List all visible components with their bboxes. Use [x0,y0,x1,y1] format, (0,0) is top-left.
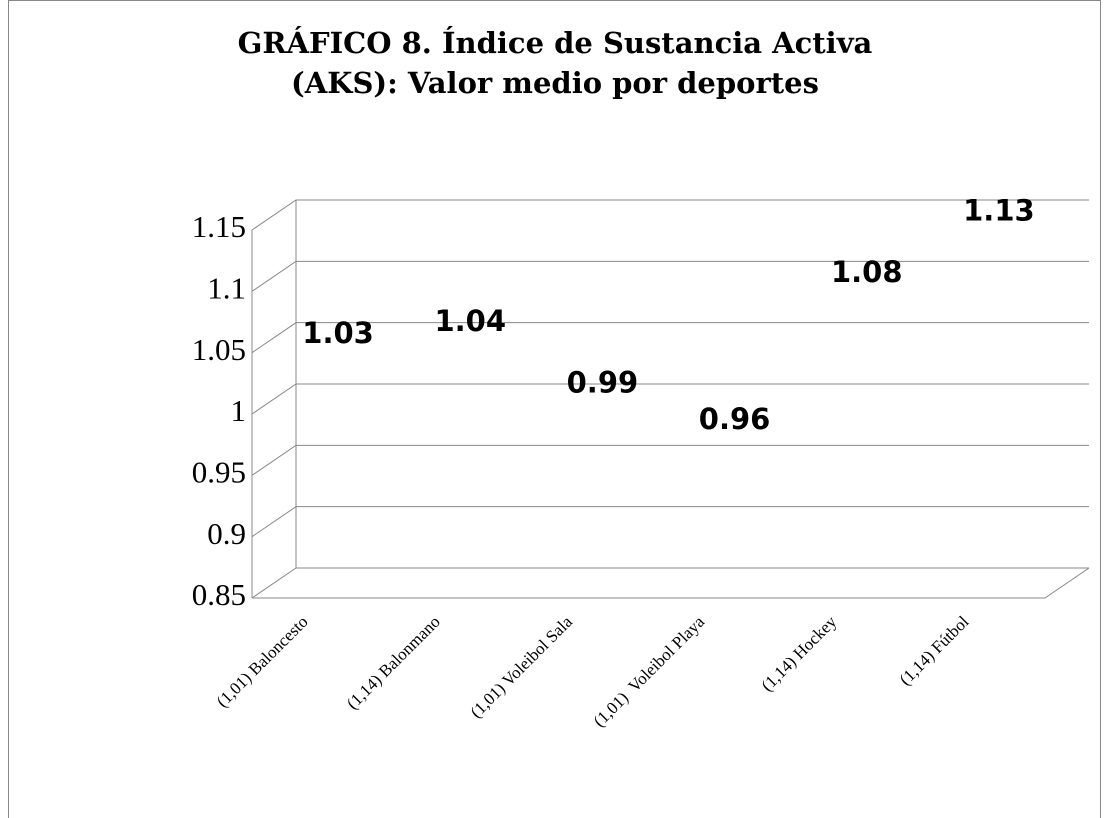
x-tick-label: (1,14) Fútbol [896,612,973,689]
y-tick-label: 0.95 [192,454,246,489]
data-label: 1.13 [963,194,1035,228]
chart-subtitle: (AKS): Valor medio por deportes [291,66,819,100]
y-tick-label: 1.15 [192,209,246,244]
grid-line [251,506,1089,538]
x-tick-label: (1,01) Baloncesto [213,612,312,711]
data-label: 1.03 [302,316,374,350]
y-tick-label: 0.9 [207,516,246,551]
y-tick-label: 1 [231,393,247,428]
x-tick-label: (1,14) Hockey [757,612,840,695]
data-label: 1.08 [831,255,903,289]
data-label: 0.99 [567,365,639,399]
x-tick-label: (1,01) Voleibol Sala [467,612,577,722]
grid-line [251,444,1089,476]
x-tick-label: (1,01) Voleibol Playa [590,612,709,731]
y-tick-label: 1.1 [207,270,246,305]
chart-title: GRÁFICO 8. Índice de Sustancia Activa [238,25,873,60]
y-tick-label: 0.85 [192,577,246,612]
x-tick-label: (1,14) Balonmano [343,612,444,713]
grid-line [251,260,1089,292]
grid-line [251,567,1089,599]
floor-edge [252,567,1090,599]
data-label: 1.04 [434,304,506,338]
data-label: 0.96 [699,402,771,436]
y-tick-label: 1.05 [192,332,246,367]
grid-line [251,322,1089,354]
grid-line [251,199,1089,231]
grid-line [251,383,1089,415]
chart-border [8,0,1101,818]
